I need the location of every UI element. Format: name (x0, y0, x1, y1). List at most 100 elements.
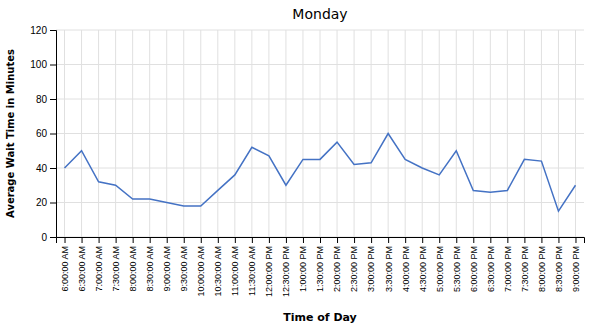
tick: 2:30:00 PM (349, 237, 359, 292)
tick-mark (388, 237, 389, 243)
tick: 6:00:00 PM (469, 237, 479, 292)
grid-line (115, 30, 116, 237)
tick-mark (524, 237, 525, 243)
tick-mark (422, 237, 423, 243)
tick-label: 12:30:00 PM (281, 246, 291, 297)
grid-line (456, 30, 457, 237)
tick-mark (337, 237, 338, 243)
tick: 9:30:00 AM (179, 237, 189, 292)
tick-label: 9:30:00 AM (179, 246, 189, 292)
tick: 10:00:00 AM (196, 237, 206, 297)
tick: 4:00:00 PM (401, 237, 411, 292)
marks (65, 134, 576, 212)
tick: 2:00:00 PM (332, 237, 342, 292)
tick: 120 (30, 25, 56, 36)
tick-label: 4:00:00 PM (401, 246, 411, 292)
tick-mark (320, 237, 321, 243)
tick: 1:30:00 PM (315, 237, 325, 292)
tick: 12:30:00 PM (281, 237, 291, 297)
grid-line (251, 30, 252, 237)
tick-mark (133, 237, 134, 243)
title: Monday (292, 6, 347, 22)
tick-label: 2:00:00 PM (332, 246, 342, 292)
tick: 10:30:00 AM (213, 237, 223, 297)
tick-label: 7:30:00 AM (111, 246, 121, 292)
grid-line (234, 30, 235, 237)
tick-mark (439, 237, 440, 243)
tick: 7:30:00 AM (111, 237, 121, 292)
tick-mark (473, 237, 474, 243)
tick-mark (218, 237, 219, 243)
x-axis-title: Time of Day (283, 311, 357, 324)
grid-line (575, 30, 576, 237)
tick-label: 8:00:00 AM (128, 246, 138, 292)
tick: 3:00:00 PM (366, 237, 376, 292)
y-axis-title: Average Wait Time in Minutes (5, 49, 16, 218)
grid-line (285, 30, 286, 237)
tick-mark (167, 237, 168, 243)
tick: 7:30:00 PM (520, 237, 530, 292)
grid-line (64, 30, 65, 237)
tick: 100 (30, 59, 56, 70)
tick: 9:00:00 PM (571, 237, 581, 292)
tick-label: 5:00:00 PM (435, 246, 445, 292)
grid-line (490, 30, 491, 237)
tick: 8:30:00 PM (554, 237, 564, 292)
tick-mark (269, 237, 270, 243)
tick: 8:00:00 PM (537, 237, 547, 292)
tick: 5:30:00 PM (452, 237, 462, 292)
tick: 11:30:00 AM (247, 237, 257, 296)
x-axis: 6:00:00 AM6:30:00 AM7:00:00 AM7:30:00 AM… (57, 237, 585, 297)
tick-label: 5:30:00 PM (452, 246, 462, 292)
tick-mark (252, 237, 253, 243)
tick-mark (82, 237, 83, 243)
tick-label: 20 (36, 197, 48, 208)
tick-mark (50, 203, 56, 204)
tick: 9:00:00 AM (162, 237, 172, 292)
tick-label: 9:00:00 PM (571, 246, 581, 292)
axis-line (57, 238, 585, 244)
grid (56, 30, 584, 237)
line (65, 134, 576, 212)
tick-mark (99, 237, 100, 243)
tick-mark (65, 237, 66, 243)
y-axis: 020406080100120 (30, 25, 56, 243)
tick-label: 80 (36, 94, 48, 105)
tick-mark (286, 237, 287, 243)
tick-mark (201, 237, 202, 243)
tick-mark (50, 134, 56, 135)
tick-mark (456, 237, 457, 243)
tick: 1:00:00 PM (298, 237, 308, 292)
tick-label: 6:00:00 AM (60, 246, 70, 292)
tick-mark (50, 99, 56, 100)
tick-mark (235, 237, 236, 243)
tick: 6:00:00 AM (60, 237, 70, 292)
tick: 20 (36, 197, 56, 208)
grid-line (354, 30, 355, 237)
tick: 5:00:00 PM (435, 237, 445, 292)
tick-label: 7:00:00 PM (503, 246, 513, 292)
tick: 6:30:00 PM (486, 237, 496, 292)
tick-mark (371, 237, 372, 243)
tick-label: 60 (36, 128, 48, 139)
grid-line (405, 30, 406, 237)
grid-line (302, 30, 303, 237)
tick-label: 11:00:00 AM (230, 246, 240, 296)
tick: 11:00:00 AM (230, 237, 240, 296)
tick-mark (558, 237, 559, 243)
plot: 6:00:00 AM6:30:00 AM7:00:00 AM7:30:00 AM… (30, 25, 584, 297)
chart: 6:00:00 AM6:30:00 AM7:00:00 AM7:30:00 AM… (0, 0, 600, 329)
tick-mark (490, 237, 491, 243)
tick-mark (303, 237, 304, 243)
tick-mark (575, 237, 576, 243)
tick-label: 3:00:00 PM (366, 246, 376, 292)
tick-label: 3:30:00 PM (384, 246, 394, 292)
tick-mark (184, 237, 185, 243)
grid-line (81, 30, 82, 237)
grid-line (371, 30, 372, 237)
tick-mark (150, 237, 151, 243)
grid-line (132, 30, 133, 237)
tick-label: 8:30:00 PM (554, 246, 564, 292)
tick-label: 1:30:00 PM (315, 246, 325, 292)
tick: 7:00:00 PM (503, 237, 513, 292)
